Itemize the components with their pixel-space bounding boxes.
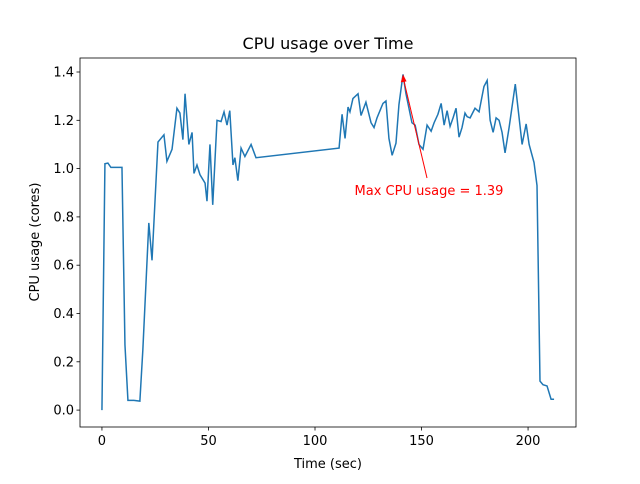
chart-title: CPU usage over Time (243, 34, 414, 53)
annotation-arrow (403, 80, 428, 179)
annotation-arrowhead (400, 74, 407, 83)
y-tick-label: 0.4 (53, 307, 74, 322)
y-tick-label: 0.0 (53, 404, 74, 419)
annotation-text: Max CPU usage = 1.39 (355, 184, 504, 199)
y-tick-label: 1.0 (53, 162, 74, 177)
axes-frame (79, 57, 577, 428)
x-tick-label: 0 (98, 434, 106, 449)
x-tick-label: 100 (303, 434, 328, 449)
y-tick-label: 1.2 (53, 114, 74, 129)
y-tick-label: 0.2 (53, 355, 74, 370)
x-axis-label: Time (sec) (293, 457, 362, 472)
x-tick-label: 150 (409, 434, 434, 449)
y-tick-label: 0.8 (53, 210, 74, 225)
y-axis-label: CPU usage (cores) (28, 183, 43, 302)
line (101, 74, 555, 411)
y-tick-label: 1.4 (53, 66, 74, 81)
x-tick-label: 200 (516, 434, 541, 449)
y-tick-label: 0.6 (53, 259, 74, 274)
x-tick-label: 50 (200, 434, 217, 449)
